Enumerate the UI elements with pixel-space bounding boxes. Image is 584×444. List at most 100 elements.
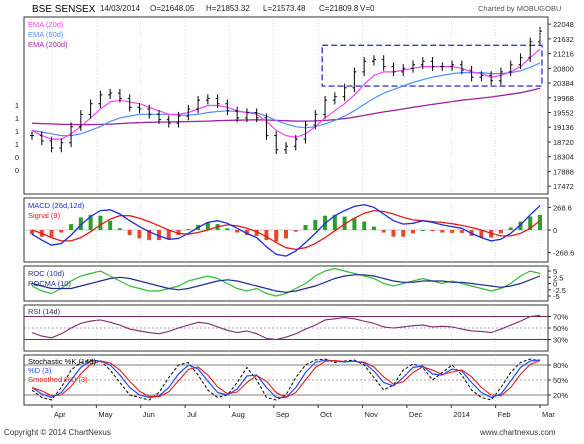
ema50-line xyxy=(31,62,541,137)
x-tick-label: Dec xyxy=(409,410,423,419)
rsi-legend-entry: RSI (14d) xyxy=(28,307,61,316)
stoch-axis-tick-label: 50% xyxy=(553,376,568,385)
macd-histogram-bar xyxy=(274,230,279,242)
macd-histogram-bar xyxy=(69,224,74,230)
stoch-legend-entry: Stochastic %K (14d) xyxy=(28,357,96,366)
macd-histogram-bar xyxy=(137,230,142,239)
macd-histogram-bar xyxy=(49,230,54,238)
stoch-axis-tick-label: 80% xyxy=(553,361,568,370)
stoch-legend-entry: %D (3) xyxy=(28,366,52,375)
open-label: O=21648.05 xyxy=(150,4,195,13)
macd-histogram-bar xyxy=(235,230,240,233)
price-axis-tick-label: 22048 xyxy=(553,20,574,29)
macd-histogram-bar xyxy=(528,216,533,230)
rsi-axis-tick-label: 50% xyxy=(553,324,568,333)
price-legend-entry: EMA (20d) xyxy=(28,20,64,29)
left-axis-mark: 1 xyxy=(15,101,19,110)
macd-histogram-bar xyxy=(186,229,191,231)
price-axis-tick-label: 19136 xyxy=(553,123,574,132)
macd-histogram-bar xyxy=(88,214,93,230)
symbol-label: BSE SENSEX xyxy=(32,4,96,15)
macd-histogram-bar xyxy=(332,214,337,230)
rocma-line xyxy=(31,274,541,293)
price-axis-tick-label: 19552 xyxy=(553,109,574,118)
roc-axis-tick-label: -5 xyxy=(553,292,560,301)
rsi-axis-tick-label: 70% xyxy=(553,313,568,322)
macd-histogram-bar xyxy=(78,217,83,230)
roc-legend-entry: ROC (10d) xyxy=(28,269,65,278)
low-label: L=21573.48 xyxy=(263,4,306,13)
macd-histogram-bar xyxy=(362,221,367,230)
price-axis-tick-label: 20800 xyxy=(553,64,574,73)
price-axis-tick-label: 18304 xyxy=(553,153,574,162)
left-axis-mark: 0 xyxy=(15,153,19,162)
left-axis-mark: 1 xyxy=(15,140,19,149)
macd-histogram-bar xyxy=(147,230,152,241)
x-tick-label: Sep xyxy=(276,410,289,419)
x-tick-label: Jul xyxy=(187,410,197,419)
macd-histogram-bar xyxy=(479,230,484,238)
macd-histogram-bar xyxy=(264,230,269,241)
x-tick-label: Apr xyxy=(54,410,66,419)
price-axis-tick-label: 21216 xyxy=(553,50,574,59)
macd-histogram-bar xyxy=(303,224,308,230)
date-label: 14/03/2014 xyxy=(100,4,141,13)
macd-histogram-bar xyxy=(498,230,503,234)
price-panel-frame xyxy=(23,16,549,195)
copyright-label: Copyright © 2014 ChartNexus xyxy=(4,428,111,437)
macd-axis-tick-label: -268.6 xyxy=(553,249,574,258)
ema20-line xyxy=(31,48,541,140)
macd-histogram-bar xyxy=(430,230,435,231)
macd-histogram-bar xyxy=(293,230,298,232)
x-tick-label: Aug xyxy=(231,410,244,419)
macd-histogram-bar xyxy=(420,230,425,231)
stoch-legend-entry: Smoothed %D (3) xyxy=(28,375,88,384)
macd-histogram-bar xyxy=(157,230,161,241)
stoch-smoothed-line xyxy=(31,359,541,399)
macd-histogram-bar xyxy=(205,222,210,230)
price-axis-tick-label: 17888 xyxy=(553,167,574,176)
roc-axis-tick-label: -2.5 xyxy=(553,286,566,295)
price-axis-tick-label: 20384 xyxy=(553,79,574,88)
macd-histogram-bar xyxy=(391,230,396,237)
macd-histogram-bar xyxy=(342,216,347,230)
macd-axis-tick-label: 0 xyxy=(553,226,557,235)
macd-histogram-bar xyxy=(352,218,357,230)
left-axis-mark: 1 xyxy=(15,114,19,123)
macd-legend-entry: MACD (26d,12d) xyxy=(28,201,85,210)
macd-histogram-bar xyxy=(459,230,464,233)
macd-histogram-bar xyxy=(411,230,415,234)
price-axis-tick-label: 17472 xyxy=(553,182,574,191)
panels: 22048 21632 21216 20800 20384 19968 19552 19136… xyxy=(15,16,574,419)
price-legend-entry: EMA (200d) xyxy=(28,40,68,49)
macd-histogram-bar xyxy=(108,220,113,230)
macd-histogram-bar xyxy=(401,230,406,237)
x-tick-label: Feb xyxy=(498,410,511,419)
macd-histogram-bar xyxy=(225,228,230,230)
macd-histogram-bar xyxy=(508,227,513,230)
price-legend-entry: EMA (50d) xyxy=(28,30,64,39)
macd-histogram-bar xyxy=(371,226,376,230)
macd-histogram-bar xyxy=(59,230,64,233)
macd-histogram-bar xyxy=(166,230,171,240)
site-label: www.chartnexus.com xyxy=(479,428,556,437)
close-label: C=21809.8 xyxy=(319,4,359,13)
price-axis-tick-label: 18720 xyxy=(553,138,574,147)
macd-histogram-bar xyxy=(30,230,34,235)
macd-histogram-bar xyxy=(176,230,181,236)
macd-line xyxy=(31,204,541,257)
macd-axis-tick-label: 268.6 xyxy=(553,203,572,212)
rsi-axis-tick-label: 30% xyxy=(553,336,568,345)
rsi-line xyxy=(31,314,541,341)
macd-histogram-bar xyxy=(284,230,288,239)
x-tick-label: May xyxy=(98,410,112,419)
macd-histogram-bar xyxy=(313,219,318,230)
roc-axis-tick-label: 5 xyxy=(553,267,557,276)
x-tick-label: Mar xyxy=(542,410,555,419)
price-axis-tick-label: 21632 xyxy=(553,35,574,44)
x-tick-label: Nov xyxy=(365,410,379,419)
charted-by-label: Charted by MOBUGOBU xyxy=(478,4,561,13)
macd-histogram-bar xyxy=(450,230,455,233)
high-label: H=21853.32 xyxy=(206,4,250,13)
